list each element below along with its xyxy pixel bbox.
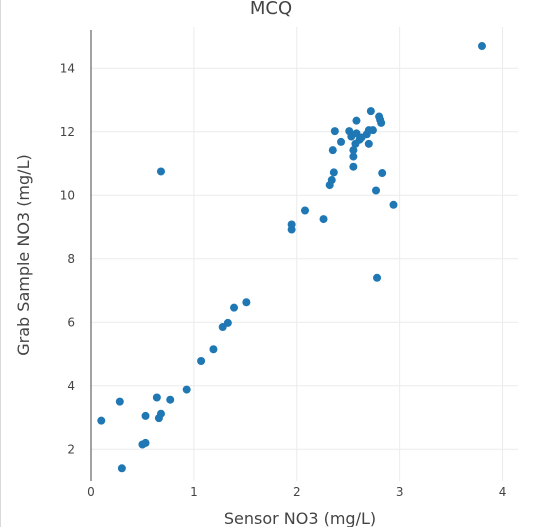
data-point <box>373 273 382 282</box>
data-point <box>368 126 377 135</box>
data-point <box>349 162 358 171</box>
data-point <box>209 345 218 354</box>
data-point <box>378 169 387 178</box>
data-point <box>166 395 175 404</box>
data-point <box>152 393 161 402</box>
data-point <box>182 385 191 394</box>
data-point <box>223 318 232 327</box>
data-point <box>328 146 337 155</box>
data-point <box>327 176 336 185</box>
y-tick-label: 2 <box>67 442 75 456</box>
data-point <box>319 215 328 224</box>
data-point <box>377 118 386 127</box>
data-point <box>230 303 239 312</box>
data-point <box>364 139 373 148</box>
data-point <box>197 356 206 365</box>
data-point <box>287 220 296 229</box>
data-point <box>141 411 150 420</box>
data-point <box>301 206 310 215</box>
data-point <box>242 298 251 307</box>
y-tick-label: 4 <box>67 379 75 393</box>
data-point <box>117 464 126 473</box>
data-point <box>97 416 106 425</box>
data-point <box>141 438 150 447</box>
data-point <box>477 42 486 51</box>
grid-lines <box>91 27 518 481</box>
data-point <box>389 200 398 209</box>
y-tick-label: 10 <box>60 188 75 202</box>
data-point <box>337 137 346 146</box>
x-tick-label: 0 <box>87 485 95 499</box>
data-points <box>97 42 486 473</box>
x-tick-label: 3 <box>396 485 404 499</box>
y-tick-label: 14 <box>60 61 75 75</box>
data-point <box>115 397 124 406</box>
data-point <box>352 116 361 125</box>
left-border-line <box>0 0 1 527</box>
x-tick-label: 4 <box>499 485 507 499</box>
data-point <box>156 409 165 418</box>
y-tick-label: 12 <box>60 125 75 139</box>
data-point <box>366 107 375 116</box>
data-point <box>156 167 165 176</box>
y-tick-labels: 2 4 6 8 10 12 14 <box>60 61 75 456</box>
y-axis-title: Grab Sample NO3 (mg/L) <box>14 154 33 355</box>
data-point <box>329 168 338 177</box>
x-tick-labels: 0 1 2 3 4 <box>87 485 506 499</box>
data-point <box>349 146 358 155</box>
y-tick-label: 8 <box>67 252 75 266</box>
y-tick-label: 6 <box>67 315 75 329</box>
chart-title: MCQ <box>250 0 292 19</box>
x-axis-title: Sensor NO3 (mg/L) <box>224 509 376 527</box>
data-point <box>349 152 358 161</box>
data-point <box>372 186 381 195</box>
x-tick-label: 1 <box>190 485 198 499</box>
data-point <box>330 127 339 136</box>
x-tick-label: 2 <box>293 485 301 499</box>
